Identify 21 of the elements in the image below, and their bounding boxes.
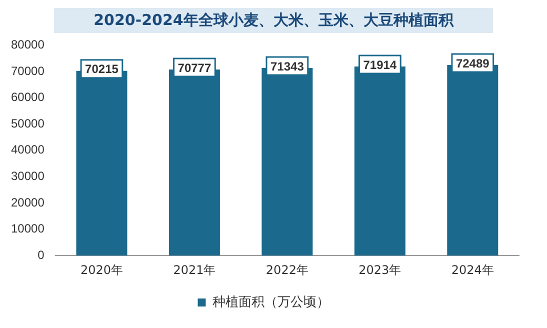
data-label: 71343 [270,59,304,74]
chart-title: 2020-2024年全球小麦、大米、玉米、大豆种植面积 [54,8,494,33]
y-tick-label: 0 [38,248,45,262]
data-label: 70777 [178,60,212,75]
y-tick-label: 30000 [10,169,45,184]
y-tick-label: 20000 [10,195,45,210]
x-tick-label: 2020年 [80,262,124,277]
x-tick-label: 2022年 [266,262,308,277]
y-tick-label: 60000 [10,90,45,104]
data-label: 72489 [456,56,490,70]
x-tick-label: 2024年 [451,262,494,277]
y-tick-label: 50000 [10,116,45,130]
legend-label: 种植面积（万公顷） [212,294,330,310]
data-label: 70215 [85,62,119,76]
x-tick-label: 2021年 [173,262,216,277]
y-tick-label: 10000 [10,222,45,236]
y-tick-label: 40000 [10,142,45,157]
data-label: 71914 [363,58,397,72]
x-tick-label: 2023年 [358,262,402,277]
y-tick-label: 70000 [10,64,45,78]
y-tick-label: 80000 [10,38,45,52]
